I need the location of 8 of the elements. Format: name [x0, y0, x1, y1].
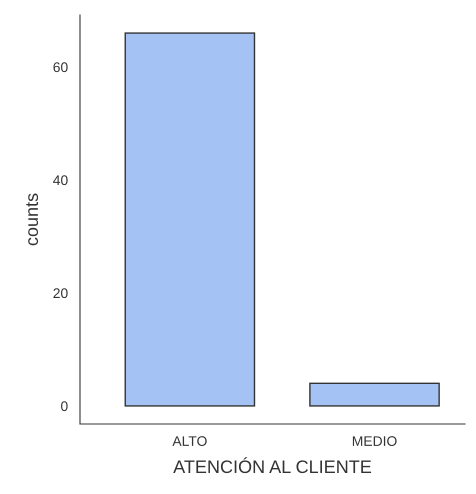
- x-tick-label: ALTO: [172, 436, 207, 446]
- y-tick-label: 40: [53, 175, 68, 186]
- x-axis-title: ATENCIÓN AL CLIENTE: [173, 457, 372, 474]
- y-tick-label: 0: [61, 401, 68, 412]
- y-tick-label: 20: [53, 288, 68, 298]
- x-tick-label: MEDIO: [352, 436, 397, 446]
- y-tick-label: 60: [53, 62, 68, 72]
- y-axis-title: counts: [26, 194, 38, 246]
